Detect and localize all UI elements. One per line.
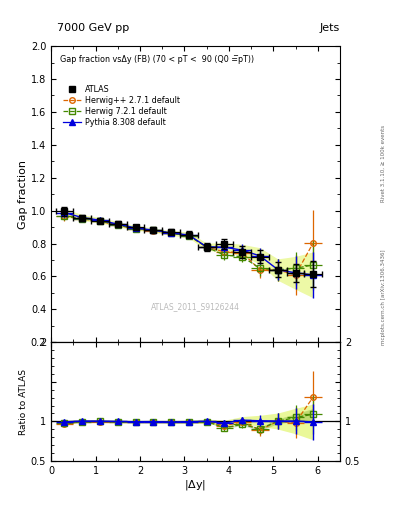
Text: Jets: Jets: [320, 23, 340, 33]
Text: mcplots.cern.ch [arXiv:1306.3436]: mcplots.cern.ch [arXiv:1306.3436]: [381, 249, 386, 345]
Text: Rivet 3.1.10, ≥ 100k events: Rivet 3.1.10, ≥ 100k events: [381, 125, 386, 202]
Text: ATLAS_2011_S9126244: ATLAS_2011_S9126244: [151, 302, 240, 311]
Text: 7000 GeV pp: 7000 GeV pp: [57, 23, 129, 33]
X-axis label: |$\Delta$y|: |$\Delta$y|: [184, 478, 207, 493]
Text: Gap fraction vsΔy (FB) (70 < pT <  90 (Q0 =̅pT)): Gap fraction vsΔy (FB) (70 < pT < 90 (Q0…: [60, 55, 254, 64]
Y-axis label: Ratio to ATLAS: Ratio to ATLAS: [19, 369, 28, 435]
Legend: ATLAS, Herwig++ 2.7.1 default, Herwig 7.2.1 default, Pythia 8.308 default: ATLAS, Herwig++ 2.7.1 default, Herwig 7.…: [60, 81, 183, 130]
Y-axis label: Gap fraction: Gap fraction: [18, 160, 28, 229]
